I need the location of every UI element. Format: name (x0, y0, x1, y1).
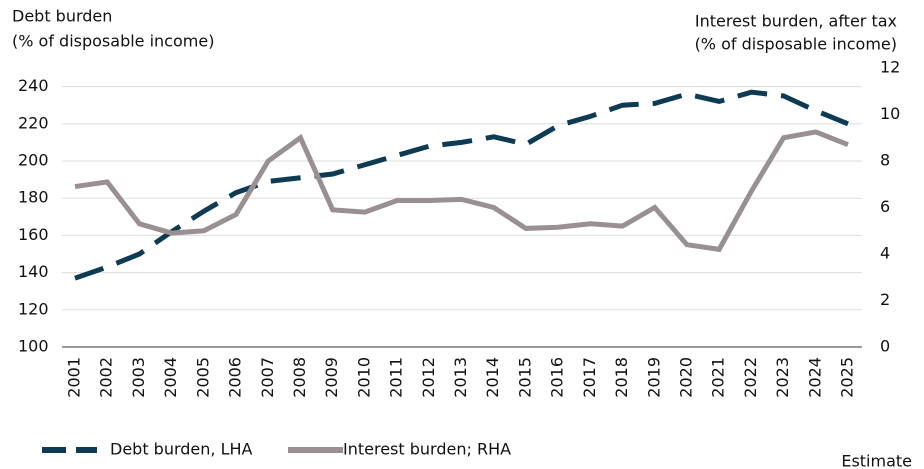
x-tick-label: 2020 (676, 357, 695, 398)
x-tick-label: 2009 (322, 357, 341, 398)
x-tick-label: 2016 (548, 357, 567, 398)
data-line (74, 89, 849, 281)
x-tick-label: 2015 (515, 357, 534, 398)
y2-tick-label: 0 (880, 337, 890, 356)
y2-tick-label: 2 (880, 290, 890, 309)
y2-axis-label: (% of disposable income) (695, 35, 897, 54)
x-tick-label: 2011 (387, 357, 406, 398)
data-line (74, 129, 849, 253)
x-tick-label: 2004 (161, 357, 180, 398)
y-axis-label: Debt burden (12, 7, 112, 26)
x-tick-label: 2023 (773, 357, 792, 398)
y-tick-label: 200 (18, 151, 49, 170)
y-tick-label: 220 (18, 113, 49, 132)
x-tick-label: 2024 (805, 357, 824, 398)
annotation: Estimate (841, 452, 912, 469)
y2-tick-label: 8 (880, 151, 890, 170)
y2-tick-label: 4 (880, 244, 890, 263)
x-tick-label: 2017 (580, 357, 599, 398)
x-tick-label: 2019 (644, 357, 663, 398)
y2-tick-label: 10 (880, 104, 900, 123)
x-tick-label: 2006 (226, 357, 245, 398)
x-tick-label: 2003 (129, 357, 148, 398)
x-tick-label: 2018 (612, 357, 631, 398)
y2-tick-label: 12 (880, 58, 900, 77)
y2-axis-label: Interest burden, after tax (695, 12, 897, 31)
x-tick-label: 2008 (290, 357, 309, 398)
y-axis-label: (% of disposable income) (12, 32, 214, 51)
y-tick-label: 120 (18, 299, 49, 318)
y-tick-label: 180 (18, 188, 49, 207)
x-tick-label: 2005 (193, 357, 212, 398)
x-tick-label: 2007 (258, 357, 277, 398)
x-tick-label: 2025 (838, 357, 857, 398)
y-tick-label: 160 (18, 225, 49, 244)
y-tick-label: 140 (18, 262, 49, 281)
y-tick-label: 240 (18, 76, 49, 95)
y-tick-label: 100 (18, 337, 49, 356)
x-tick-label: 2014 (483, 357, 502, 398)
x-tick-label: 2001 (65, 357, 84, 398)
x-tick-label: 2013 (451, 357, 470, 398)
x-tick-label: 2010 (354, 357, 373, 398)
x-tick-label: 2012 (419, 357, 438, 398)
y2-tick-label: 6 (880, 197, 890, 216)
x-tick-label: 2022 (741, 357, 760, 398)
legend-label: Debt burden, LHA (110, 440, 253, 459)
x-tick-label: 2021 (709, 357, 728, 398)
x-tick-label: 2002 (97, 357, 116, 398)
legend-label: Interest burden; RHA (343, 440, 511, 459)
